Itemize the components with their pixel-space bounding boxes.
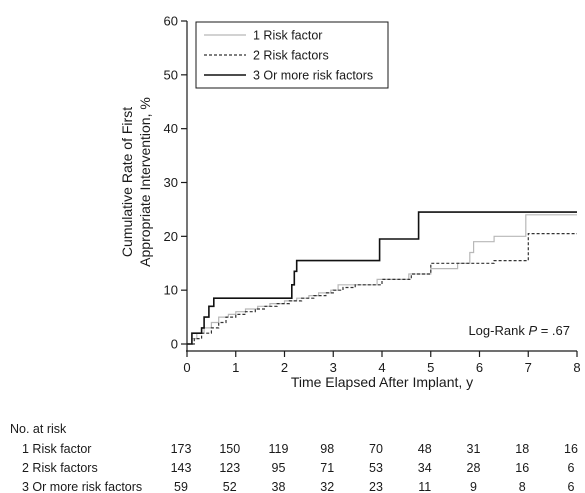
risk-cell: 53 <box>369 461 383 475</box>
risk-cell: 31 <box>467 442 481 456</box>
y-tick-label: 50 <box>164 67 178 82</box>
x-tick-label: 3 <box>330 360 337 375</box>
risk-row-label: 3 Or more risk factors <box>22 480 142 493</box>
y-tick-label: 10 <box>164 283 178 298</box>
legend: 1 Risk factor 2 Risk factors 3 Or more ris… <box>195 21 389 89</box>
y-axis-label-line-1: Cumulative Rate of First <box>119 107 135 257</box>
risk-row-label: 2 Risk factors <box>22 461 98 475</box>
x-tick-label: 7 <box>525 360 532 375</box>
x-tick-label: 0 <box>183 360 190 375</box>
risk-cell: 98 <box>320 442 334 456</box>
y-axis-label-line-2: Appropriate Intervention, % <box>137 97 153 267</box>
risk-cell: 18 <box>515 442 529 456</box>
risk-cell: 59 <box>174 480 188 493</box>
risk-cell: 11 <box>418 480 431 493</box>
y-tick-label: 30 <box>164 175 178 190</box>
series-3-or-more-risk-factors <box>187 211 577 345</box>
axes: 0 10 20 30 40 50 60 0 1 2 3 4 5 6 7 8 <box>164 14 581 376</box>
y-tick-label: 0 <box>171 337 178 352</box>
x-tick-label: 6 <box>476 360 483 375</box>
risk-row-label: 1 Risk factor <box>22 442 91 456</box>
risk-cell: 6 <box>568 461 575 475</box>
legend-label-1-risk-factor: 1 Risk factor <box>253 29 322 43</box>
risk-cell: 34 <box>418 461 432 475</box>
risk-cell: 123 <box>219 461 240 475</box>
risk-cell: 173 <box>171 442 192 456</box>
y-tick-label: 40 <box>164 121 178 136</box>
risk-cell: 6 <box>568 480 575 493</box>
y-tick-label: 20 <box>164 229 178 244</box>
risk-cell: 23 <box>369 480 383 493</box>
risk-cell: 143 <box>171 461 192 475</box>
risk-cell: 150 <box>219 442 240 456</box>
y-tick-label: 60 <box>164 14 178 29</box>
x-tick-label: 2 <box>281 360 288 375</box>
risk-cell: 8 <box>519 480 526 493</box>
x-tick-label: 4 <box>378 360 385 375</box>
risk-cell: 48 <box>418 442 432 456</box>
risk-cell: 16 <box>515 461 529 475</box>
risk-cell: 70 <box>369 442 383 456</box>
risk-cell: 32 <box>320 480 334 493</box>
risk-cell: 95 <box>272 461 286 475</box>
risk-table-title: No. at risk <box>10 422 67 436</box>
series-lines <box>187 211 577 345</box>
x-axis-label: Time Elapsed After Implant, y <box>291 374 473 390</box>
risk-cell: 52 <box>223 480 237 493</box>
series-2-risk-factors <box>187 233 577 345</box>
x-tick-label: 1 <box>232 360 239 375</box>
risk-cell: 9 <box>470 480 477 493</box>
x-tick-label: 8 <box>573 360 580 375</box>
x-tick-label: 5 <box>427 360 434 375</box>
risk-cell: 119 <box>269 442 289 456</box>
legend-label-3-or-more-risk-factors: 3 Or more risk factors <box>253 69 373 83</box>
legend-box <box>195 21 389 89</box>
risk-cell: 71 <box>320 461 334 475</box>
risk-cell: 28 <box>467 461 481 475</box>
legend-label-2-risk-factors: 2 Risk factors <box>253 49 329 63</box>
risk-cell: 38 <box>272 480 286 493</box>
risk-cell: 16 <box>564 442 578 456</box>
log-rank-annotation: Log-Rank P = .67 <box>468 323 570 338</box>
